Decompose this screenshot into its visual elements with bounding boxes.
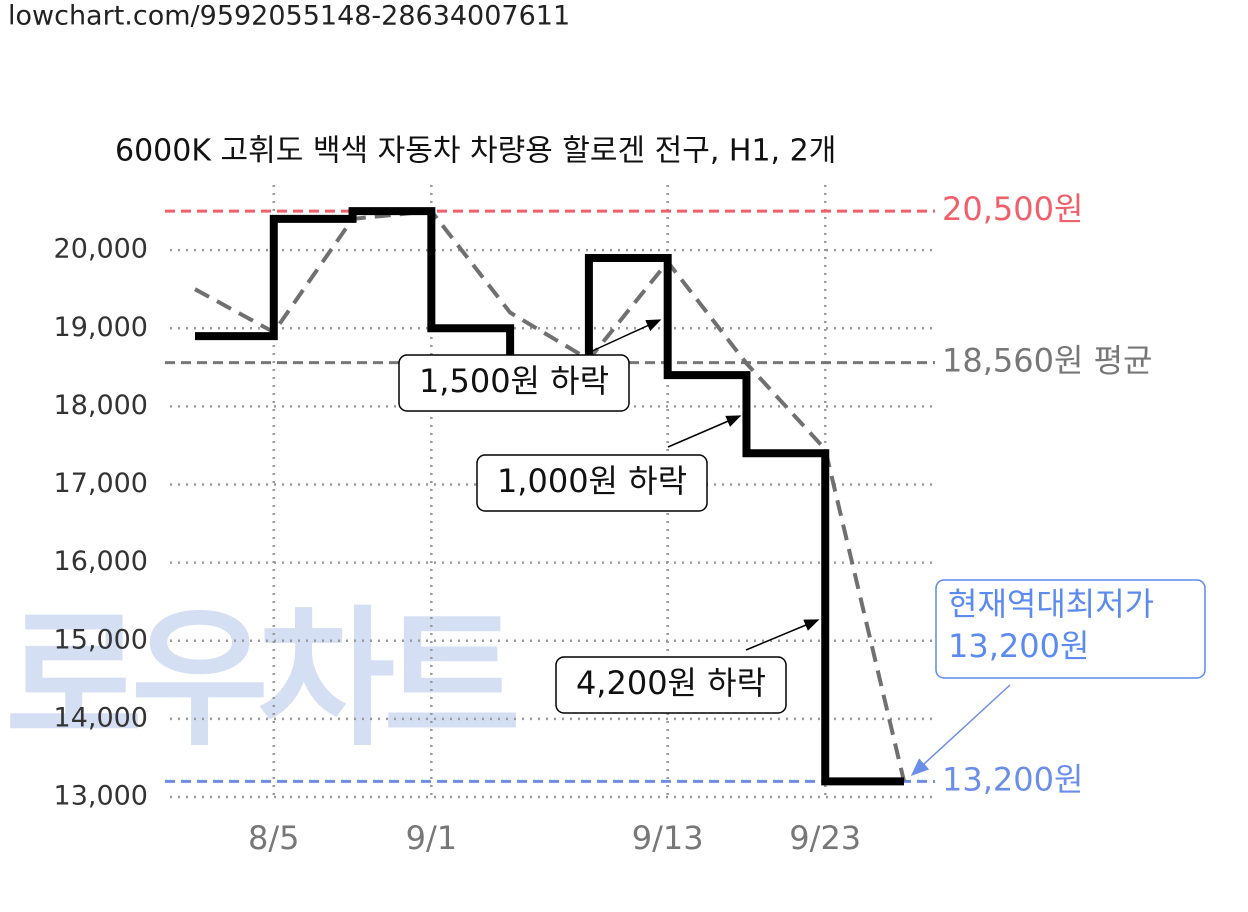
annotation-text: 4,200원 하락 (576, 664, 766, 702)
y-tick-label: 18,000 (54, 390, 148, 421)
annotation-arrow (667, 415, 742, 448)
y-tick-label: 14,000 (54, 702, 148, 733)
annotation-text: 현재역대최저가 (948, 585, 1154, 623)
url: lowchart.com/9592055148-28634007611 (8, 1, 570, 32)
x-tick-label: 9/1 (406, 819, 458, 857)
annotation-box (476, 454, 708, 512)
y-tick-label: 16,000 (54, 546, 148, 577)
y-tick-label: 13,000 (54, 781, 148, 812)
watermark: 로우차트 (5, 593, 516, 767)
reference-label: 13,200원 (942, 760, 1083, 798)
annotation-box (555, 656, 787, 714)
reference-label: 18,560원 평균 (942, 342, 1152, 380)
y-tick-label: 17,000 (54, 468, 148, 499)
annotation-box (935, 579, 1206, 679)
y-tick-label: 15,000 (54, 624, 148, 655)
x-tick-label: 9/13 (632, 819, 704, 857)
reference-label: 20,500원 (942, 190, 1083, 228)
x-tick-label: 8/5 (248, 819, 300, 857)
y-tick-label: 20,000 (54, 234, 148, 265)
annotation-text: 1,500원 하락 (419, 362, 609, 400)
trend-line (194, 208, 906, 782)
x-tick-label: 9/23 (789, 819, 861, 857)
annotation-arrow (589, 319, 662, 353)
chart-title: 6000K 고휘도 백색 자동차 차량용 할로겐 전구, H1, 2개 (115, 134, 836, 169)
annotation-text: 1,000원 하락 (497, 462, 687, 500)
annotation-box (398, 354, 630, 412)
y-tick-label: 19,000 (54, 312, 148, 343)
annotation-arrow (910, 684, 1011, 777)
annotation-text: 13,200원 (948, 627, 1089, 665)
annotation-arrow (745, 619, 820, 651)
